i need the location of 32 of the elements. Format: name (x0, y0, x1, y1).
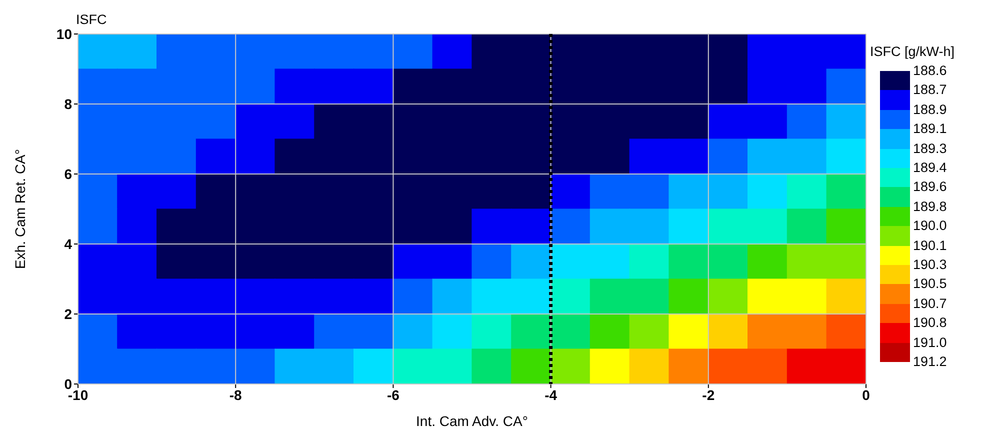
chart-title: ISFC (76, 12, 107, 27)
x-tick-label: -4 (544, 386, 558, 403)
color-bar-label: 188.6 (913, 63, 947, 79)
color-bar-label: 190.1 (913, 238, 947, 254)
color-bar-label: 190.0 (913, 218, 947, 234)
color-bar-label: 190.5 (913, 276, 947, 292)
color-bar-label: 190.8 (913, 315, 947, 332)
color-bar-label: 189.8 (913, 198, 947, 215)
color-bar-label: 190.3 (913, 257, 947, 273)
scale-key: 188.6 188.7 188.9 189.1 189.3 189.4 189.6 189.8 190.0 190.1 190.3 190.5 190.7 190.8 191.0 191.2 (880, 65, 981, 368)
y-tick-label: 6 (64, 166, 72, 182)
color-bar-label: 188.7 (913, 82, 947, 98)
y-tick-label: 8 (64, 96, 72, 112)
color-bar-label: 189.4 (913, 160, 947, 176)
color-bar-label: 189.6 (913, 179, 947, 196)
y-tick-label: 2 (64, 306, 72, 322)
color-bar-label: 191.2 (913, 354, 947, 370)
y-tick-label: 4 (64, 236, 72, 252)
x-tick-label: -6 (386, 386, 400, 403)
x-axis-title: Int. Cam Adv. CA° (416, 413, 528, 429)
y-axis-title: Exh. Cam Ret. CA° (12, 149, 28, 269)
color-bar-label: 189.1 (913, 121, 947, 138)
color-bar-label: 189.3 (913, 140, 947, 157)
color-bar-label: 188.9 (913, 102, 947, 118)
y-tick-label: 10 (56, 26, 72, 42)
color-bar-label: 191.0 (913, 334, 947, 351)
color-bar-title: ISFC [g/kW-h] (870, 44, 956, 59)
y-tick-label: 0 (64, 376, 72, 392)
x-tick-label: -2 (702, 386, 715, 403)
x-tick-label: 0 (862, 386, 870, 403)
color-bar-label: 190.7 (913, 296, 947, 312)
x-tick-label: -8 (229, 386, 242, 403)
